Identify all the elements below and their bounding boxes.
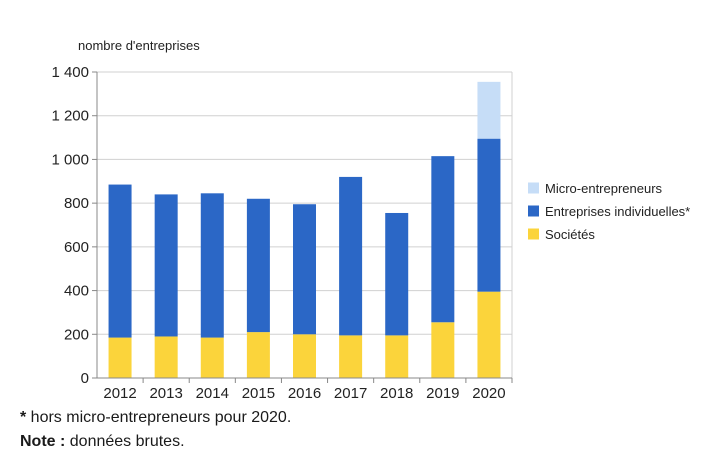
bar-segment [200,337,224,378]
note-label: Note : [20,433,66,450]
bar-segment [385,335,409,378]
x-tick-label: 2018 [380,385,413,402]
x-tick-label: 2015 [242,385,275,402]
bar-segment [477,138,501,292]
y-tick-label: 1 200 [51,108,89,125]
bar-segment [246,332,270,378]
bar-segment [108,184,132,338]
bar-segment [431,156,455,323]
bar-segment [477,81,501,139]
bar-segment [339,335,363,378]
legend-swatch [528,228,539,240]
x-tick-label: 2016 [288,385,321,402]
bar-segment [246,198,270,333]
bar-segment [339,176,363,336]
x-tick-label: 2017 [334,385,367,402]
chart: nombre d'entreprises 0 200 400 600 800 1 000 1… [51,38,690,402]
bar-segment [385,212,409,336]
bar-segment [293,204,316,335]
y-tick-label: 800 [64,195,89,212]
bar-segment [293,334,316,378]
bar-segment [154,194,178,337]
y-tick-label: 1 000 [51,151,89,168]
legend: Micro-entrepreneurs Entreprises individue… [528,181,690,242]
axes: 0 200 400 600 800 1 000 1 200 1 400 2012 2013 2014… [51,64,513,402]
legend-label: Micro-entrepreneurs [545,181,663,196]
bar-segment [431,322,455,378]
x-tick-label: 2013 [149,385,182,402]
x-tick-label: 2014 [196,385,229,402]
footnote-text: hors micro-entrepreneurs pour 2020. [26,409,292,426]
footnote: * hors micro-entrepreneurs pour 2020. [20,406,291,430]
legend-swatch [528,182,539,194]
note-text: données brutes. [65,433,185,450]
y-tick-label: 1 400 [51,64,89,81]
legend-label: Sociétés [545,227,595,242]
y-axis-title: nombre d'entreprises [78,38,200,53]
footnote-star: * [20,409,27,426]
bar-segment [108,337,132,378]
y-tick-label: 0 [81,370,89,387]
x-tick-label: 2020 [472,385,505,402]
bar-segment [200,193,224,338]
x-tick-label: 2012 [103,385,136,402]
y-tick-label: 200 [64,326,89,343]
y-tick-label: 600 [64,239,89,256]
note: Note : données brutes. [20,430,185,454]
bars [108,81,501,378]
x-tick-label: 2019 [426,385,459,402]
legend-label: Entreprises individuelles* [545,204,690,219]
legend-swatch [528,205,539,217]
bar-segment [154,336,178,378]
bar-segment [477,291,501,378]
chart-svg: nombre d'entreprises 0 200 400 600 800 1 000 1… [51,38,690,402]
y-tick-label: 400 [64,283,89,300]
